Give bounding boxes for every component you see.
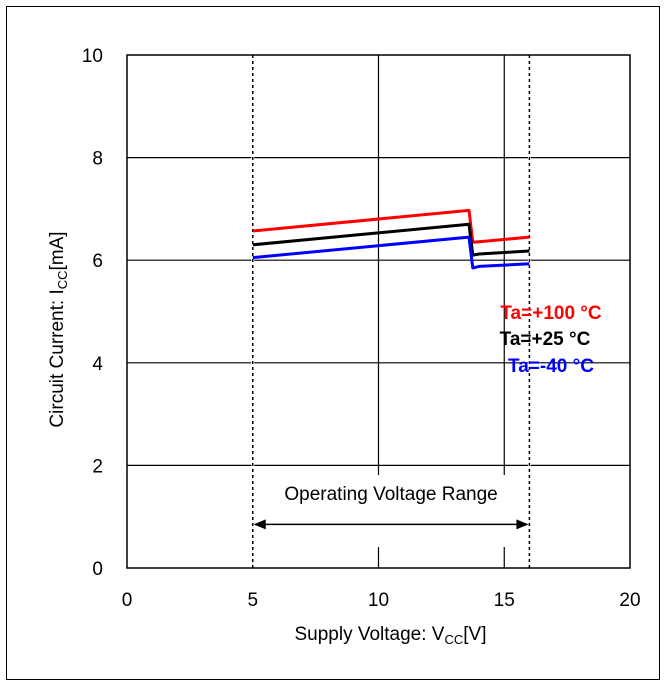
series-line-2 [252, 235, 530, 270]
y-tick-label: 2 [92, 456, 103, 477]
range-arrow-head-right [516, 519, 529, 530]
plot-area-border [126, 54, 631, 569]
x-tick-label: 20 [619, 590, 640, 611]
axis-title-subscript: CC [55, 270, 70, 289]
range-arrow-head-left [253, 519, 266, 530]
x-tick-labels: 0 5 10 15 20 [122, 590, 641, 611]
y-tick-label: 8 [92, 149, 103, 170]
x-tick-label: 5 [247, 590, 258, 611]
x-tick-label: 15 [494, 590, 515, 611]
chart-frame [6, 6, 660, 680]
annotation-background [250, 475, 532, 547]
series-line-1 [252, 222, 530, 257]
legend-entry-2: Ta=-40 °C [508, 356, 594, 377]
legend: Ta=+100 °C Ta=+25 °C Ta=-40 °C [500, 303, 602, 377]
axis-title-main: Supply Voltage: V [294, 624, 444, 645]
annotation-text: Operating Voltage Range [284, 484, 497, 505]
y-tick-label: 10 [82, 46, 103, 67]
operating-range-annotation: Operating Voltage Range [250, 475, 532, 547]
y-axis-title: Circuit Current: ICC[mA] [47, 231, 70, 427]
x-tick-label: 0 [122, 590, 133, 611]
y-tick-labels: 0 2 4 6 8 10 [82, 46, 104, 580]
y-tick-label: 0 [92, 559, 103, 580]
y-tick-label: 6 [92, 251, 103, 272]
x-tick-label: 10 [368, 590, 389, 611]
axis-title-unit: [V] [463, 624, 486, 645]
legend-entry-0: Ta=+100 °C [500, 303, 602, 324]
legend-entry-1: Ta=+25 °C [500, 329, 591, 350]
axis-title-main: Circuit Current: I [47, 289, 68, 427]
x-axis-title: Supply Voltage: VCC[V] [294, 624, 486, 647]
axis-title-subscript: CC [444, 632, 463, 647]
series-line-0 [252, 208, 530, 244]
y-tick-label: 4 [92, 354, 103, 375]
axis-title-unit: [mA] [47, 231, 68, 270]
series-group [252, 208, 530, 270]
